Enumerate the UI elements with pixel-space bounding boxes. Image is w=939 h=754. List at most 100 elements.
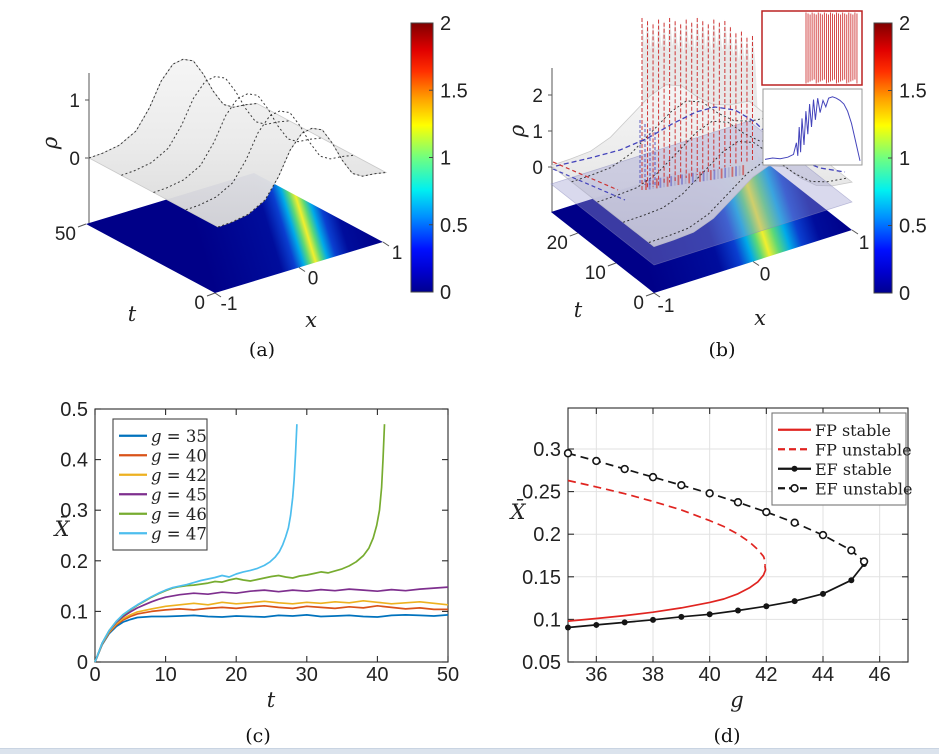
- c-y-tick-label: 0: [77, 652, 88, 674]
- d-legend-marker: [791, 465, 798, 472]
- a-contour-line: [121, 75, 290, 176]
- c-x-axis-label: t: [266, 688, 276, 712]
- b-x-tick: [653, 292, 661, 298]
- b-t-tick-label: 20: [547, 233, 568, 254]
- panel-a-label: (a): [248, 339, 276, 361]
- d-series-fp-stable: [567, 565, 767, 622]
- d-x-tick-label: 42: [755, 664, 777, 686]
- a-t-tick: [77, 223, 87, 228]
- c-legend-label: g = 42: [151, 466, 207, 485]
- b-t-tick: [607, 262, 617, 267]
- d-marker-filled: [791, 598, 798, 605]
- b-x-axis-label: x: [754, 306, 766, 330]
- b-colorbar-tick-label: 2: [899, 13, 910, 35]
- d-series-fp-unstable: [567, 479, 767, 566]
- b-t-tick-label: 0: [633, 293, 644, 314]
- c-x-tick-label: 40: [366, 664, 388, 686]
- b-contour-line: [648, 161, 847, 243]
- b-t-tick: [645, 292, 655, 297]
- b-inset-blue-curve: [764, 96, 861, 161]
- d-axes-box: [567, 407, 909, 663]
- b-rho-tick-label: 2: [532, 86, 543, 107]
- page-bottom-strip: [0, 748, 939, 754]
- a-contour-line: [185, 110, 354, 211]
- b-rho-tick-label: 0: [532, 158, 543, 179]
- a-t-tick-label: 0: [194, 293, 205, 314]
- b-x-tick: [752, 261, 760, 266]
- c-series-g-42: [94, 599, 449, 663]
- b-t-axis-label: t: [573, 298, 583, 322]
- a-t-axis-label: t: [127, 302, 137, 326]
- a-x-axis-label: x: [305, 308, 317, 332]
- d-marker-open: [762, 507, 771, 517]
- a-x-tick-label: 1: [392, 243, 403, 264]
- a-surface: [88, 58, 388, 228]
- c-y-tick-label: 0.1: [60, 601, 88, 623]
- c-series-g-40: [94, 604, 448, 663]
- b-rho-axis-label: ρ: [505, 124, 529, 138]
- d-legend-label: EF stable: [815, 460, 892, 479]
- d-marker-open: [592, 456, 601, 466]
- panel-d-plot: 36 38 40 42 44 46 0.05 0.1 0.15 0.2 0.25 0.3 FP stab…: [522, 407, 912, 686]
- d-y-tick-label: 0.2: [533, 524, 561, 546]
- panel-c-label: (c): [245, 725, 271, 747]
- c-legend-label: g = 47: [151, 524, 207, 543]
- a-t-tick: [206, 292, 216, 297]
- b-x-tick: [851, 229, 859, 235]
- d-marker-open: [818, 530, 828, 540]
- panel-a-3d: 0 1 0 50 -1 0 1 0 0.5 1 1.5 2: [55, 13, 468, 315]
- d-marker-filled: [593, 621, 600, 628]
- a-x-tick: [382, 241, 390, 247]
- a-contour-line: [88, 58, 258, 159]
- b-colorbar-tick-label: 1.5: [899, 81, 927, 103]
- a-rho-tick-label: 1: [69, 91, 80, 112]
- d-marker-open: [620, 464, 629, 474]
- c-legend-label: g = 35: [151, 427, 207, 446]
- d-y-tick-label: 0.25: [522, 482, 561, 504]
- a-contour-line: [153, 93, 322, 193]
- c-y-tick-label: 0.2: [60, 551, 88, 573]
- d-y-tick-label: 0.3: [533, 439, 561, 461]
- c-series-g-47: [94, 424, 298, 663]
- b-x-tick-label: 1: [859, 233, 870, 254]
- d-marker-filled: [621, 619, 628, 626]
- d-marker-filled: [735, 607, 741, 614]
- d-x-tick-label: 44: [812, 664, 834, 686]
- a-x-tick-label: 0: [308, 269, 319, 290]
- c-y-tick-label: 0.4: [60, 450, 88, 472]
- b-red-edge-dashes: [552, 161, 619, 191]
- c-legend-label: g = 40: [151, 446, 207, 465]
- b-contour-line: [571, 100, 770, 183]
- b-x-tick-label: 0: [760, 265, 771, 286]
- b-colorbar-tick-label: 0: [899, 283, 910, 305]
- d-y-tick-label: 0.15: [522, 567, 561, 589]
- b-inset-blue-box: [762, 88, 863, 166]
- a-colorbar-tick-label: 1.5: [440, 80, 468, 102]
- c-x-tick-label: 10: [154, 664, 176, 686]
- c-y-tick-label: 0.5: [60, 399, 88, 421]
- d-marker-filled: [706, 611, 713, 618]
- c-series-g-45: [94, 586, 449, 663]
- a-colorbar-tick-label: 0: [440, 282, 451, 304]
- c-axes-box: [94, 408, 449, 663]
- d-legend-label: FP unstable: [815, 440, 912, 459]
- b-rho-tick-label: 1: [532, 122, 543, 143]
- a-heatmap-plane: [86, 173, 383, 293]
- d-x-axis-label: g: [730, 688, 744, 712]
- a-contour-line: [217, 127, 387, 228]
- d-x-tick-label: 40: [699, 664, 721, 686]
- d-y-axis-label: X̄: [510, 500, 526, 524]
- c-legend-box: [112, 418, 208, 551]
- a-x-tick: [214, 292, 222, 298]
- d-legend-label: EF unstable: [815, 479, 912, 498]
- c-legend-label: g = 46: [151, 505, 207, 524]
- d-y-tick-label: 0.05: [522, 652, 561, 674]
- a-x-tick: [298, 267, 306, 272]
- d-x-tick-label: 38: [642, 664, 664, 686]
- d-series-ef-stable: [567, 563, 865, 629]
- a-colorbar-tick-label: 1: [440, 148, 451, 170]
- a-x-tick-label: -1: [221, 294, 238, 315]
- d-marker-open: [790, 518, 799, 527]
- a-colorbar-tick-label: 0.5: [440, 215, 468, 237]
